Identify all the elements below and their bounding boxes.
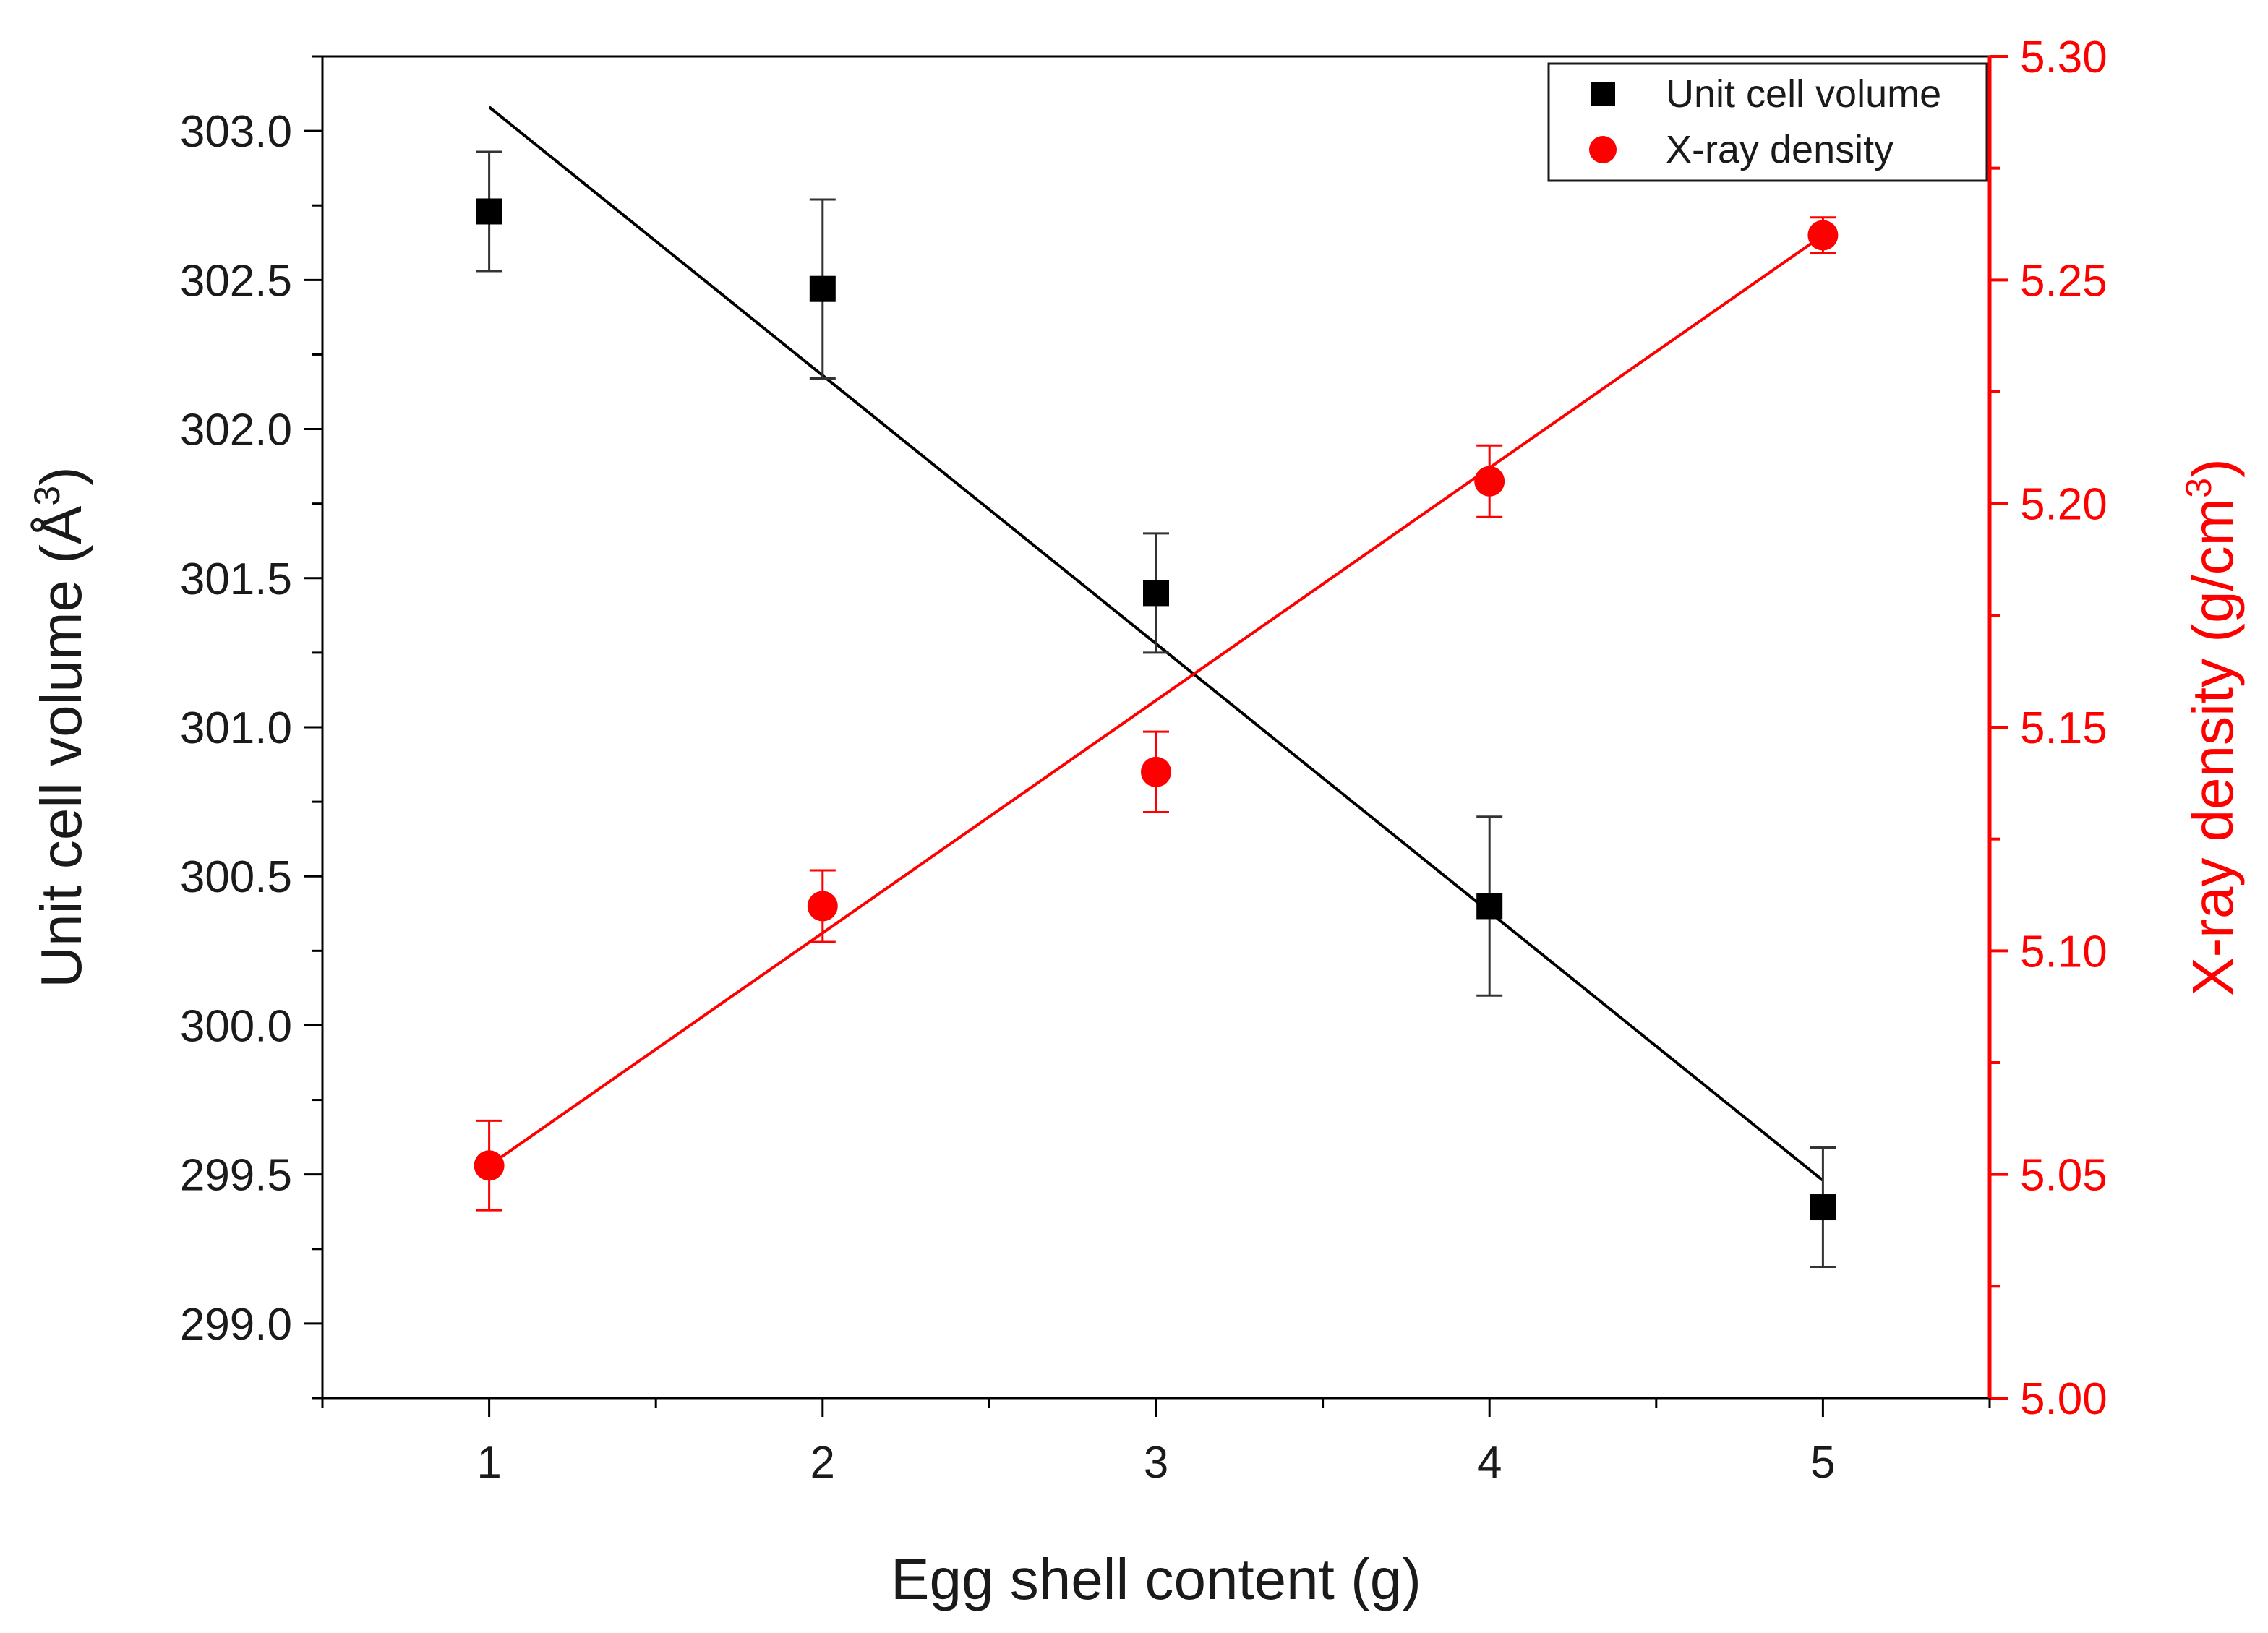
x-tick-label: 3 <box>1144 1438 1168 1488</box>
data-point-x-ray-density <box>1807 220 1839 251</box>
legend: Unit cell volume X-ray density <box>1547 62 1988 182</box>
x-axis-title: Egg shell content (g) <box>891 1547 1421 1611</box>
x-tick-label: 4 <box>1477 1438 1502 1488</box>
legend-label-unit-cell-volume: Unit cell volume <box>1666 72 1941 116</box>
y2-tick-label: 5.15 <box>2020 703 2107 753</box>
plot-frame <box>321 55 1991 1400</box>
y2-axis-title-main: X-ray density (g/cm <box>2181 498 2245 996</box>
data-point-x-ray-density <box>474 1150 505 1181</box>
y-axis-title-close: ) <box>29 466 93 486</box>
y2-tick-label: 5.25 <box>2020 256 2107 306</box>
y2-axis-title-close: ) <box>2181 458 2245 478</box>
axes <box>321 55 1992 1400</box>
ticks: 299.0 299.5 300.0 300.5 301.0 301.5 302.0 302.5… <box>180 33 2107 1488</box>
legend-box <box>1547 62 1988 182</box>
y2-tick-label: 5.00 <box>2020 1374 2107 1424</box>
data-point-x-ray-density <box>1474 466 1505 497</box>
y2-tick-label: 5.05 <box>2020 1151 2107 1201</box>
y-tick-label: 301.0 <box>180 703 292 753</box>
y-tick-label: 300.5 <box>180 852 292 902</box>
data-point-unit-cell-volume <box>476 198 502 225</box>
y-tick-label: 299.0 <box>180 1300 292 1350</box>
x-tick-label: 2 <box>810 1438 835 1488</box>
error-bars <box>476 150 1836 1269</box>
data-point-x-ray-density <box>1141 756 1171 787</box>
y2-tick-label: 5.20 <box>2020 480 2107 530</box>
fit-line-x-ray-density <box>488 233 1824 1167</box>
data-point-unit-cell-volume <box>1810 1194 1836 1221</box>
data-point-unit-cell-volume <box>1143 580 1169 607</box>
y-tick-label: 301.5 <box>180 554 292 604</box>
y-axis-title-main: Unit cell volume (Å <box>29 505 93 988</box>
data-points <box>474 198 1839 1221</box>
y2-axis-title: X-ray density (g/cm3) <box>2178 458 2245 996</box>
y-tick-label: 300.0 <box>180 1001 292 1051</box>
x-tick-label: 1 <box>476 1438 501 1488</box>
y-axis-title: Unit cell volume (Å3) <box>27 466 93 987</box>
legend-marker-x-ray-density <box>1589 136 1617 163</box>
y-axis-title-superscript: 3 <box>27 486 67 506</box>
y2-axis-title-superscript: 3 <box>2178 478 2219 498</box>
y2-tick-label: 5.10 <box>2020 927 2107 977</box>
data-point-unit-cell-volume <box>809 275 836 302</box>
x-tick-label: 5 <box>1810 1438 1835 1488</box>
y-tick-label: 302.0 <box>180 406 292 455</box>
legend-label-x-ray-density: X-ray density <box>1666 128 1893 171</box>
legend-marker-unit-cell-volume <box>1591 82 1615 106</box>
data-point-unit-cell-volume <box>1476 893 1503 920</box>
y2-tick-label: 5.30 <box>2020 33 2107 82</box>
y-tick-label: 302.5 <box>180 256 292 306</box>
data-point-x-ray-density <box>807 891 838 922</box>
y-tick-label: 299.5 <box>180 1151 292 1201</box>
y-tick-label: 303.0 <box>180 107 292 157</box>
